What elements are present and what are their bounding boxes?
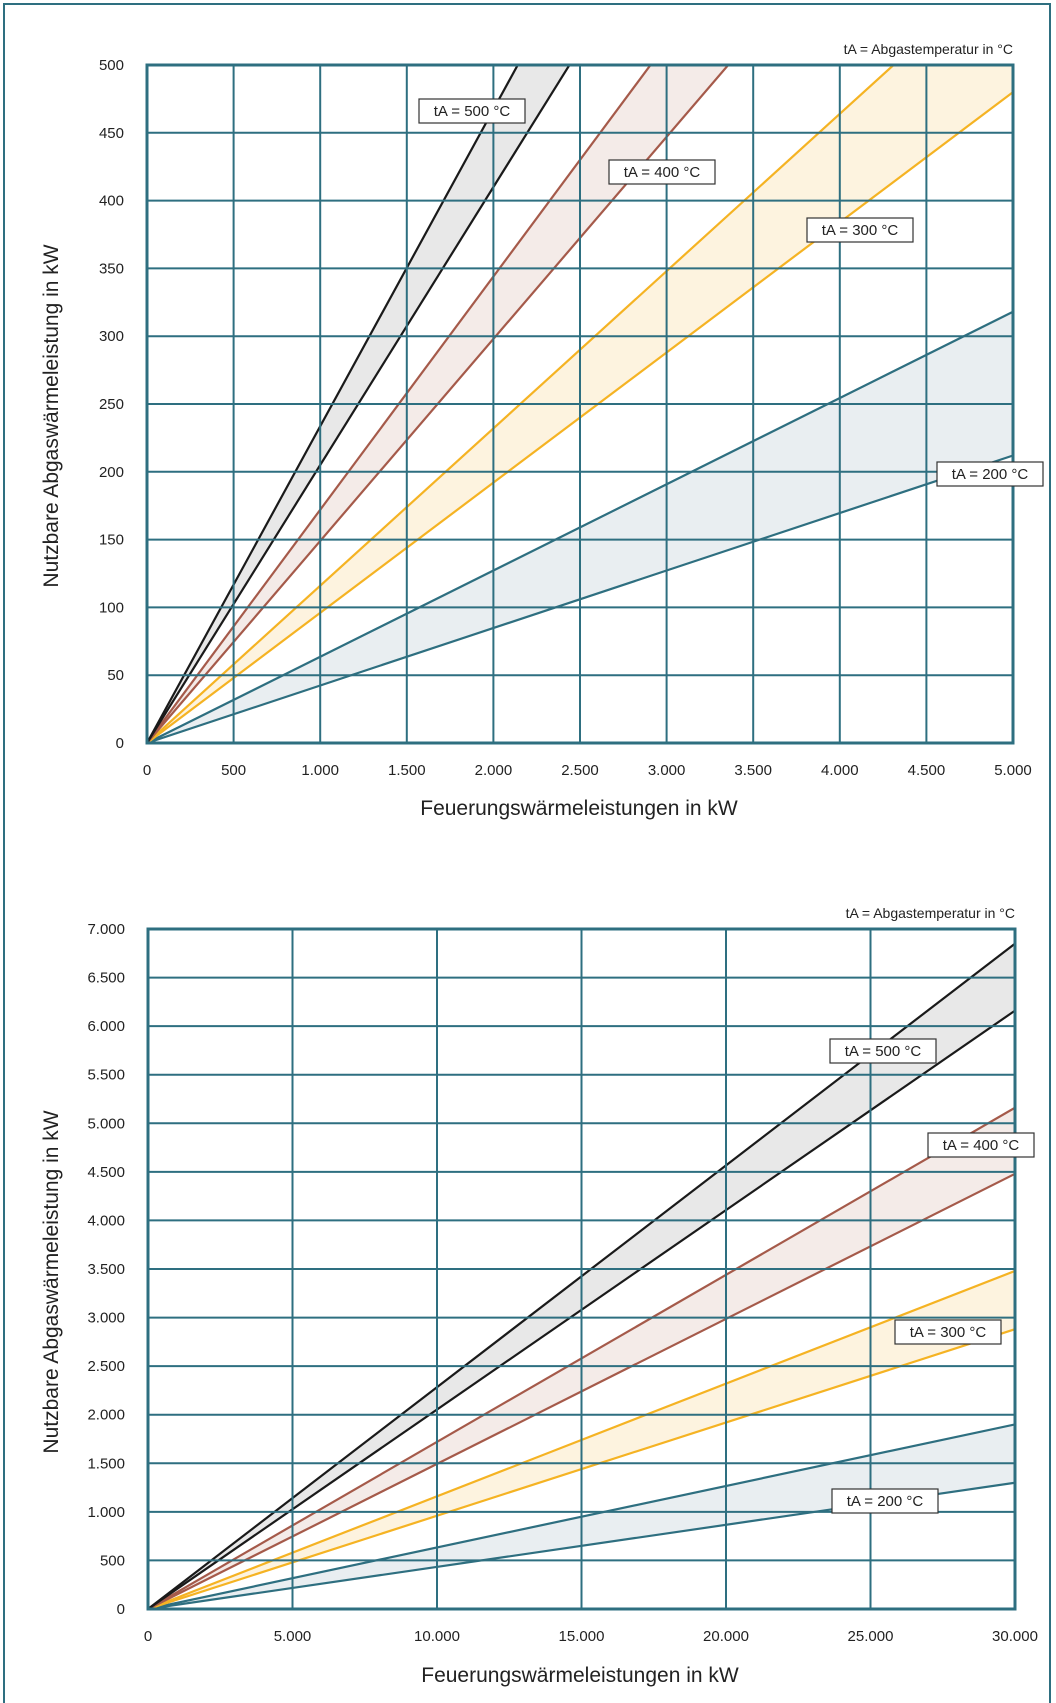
chart-bottom-ytick-label: 2.500 [87,1358,125,1375]
chart-bottom-ytick-label: 2.000 [87,1407,125,1424]
chart-bottom-ytick-label: 4.000 [87,1212,125,1229]
chart-bottom-ytick-label: 6.000 [87,1018,125,1035]
chart-top-ytick-label: 450 [99,125,124,142]
chart-top-series-label-box [608,159,716,185]
chart-top-xtick-label: 0 [143,762,151,779]
chart-top-series-label-1: tA = 300 °C [806,217,914,243]
chart-bottom-xtick-label: 15.000 [559,1628,605,1645]
chart-bottom-plot-area [146,927,1017,1611]
figure-frame [3,3,1051,1703]
chart-bottom: tA = Abgastemperatur in °C Feuerungswärm… [40,905,1038,1687]
chart-top-ytick-label: 100 [99,599,124,616]
chart-bottom-series-label-text: tA = 200 °C [847,1493,924,1510]
chart-top-series-label-box [418,98,526,124]
chart-top-series-label-text: tA = 200 °C [952,466,1029,483]
chart-top-xtick-label: 1.500 [388,762,426,779]
chart-top-series-label-box [806,217,914,243]
chart-top-ytick-label: 500 [99,57,124,74]
chart-bottom-ytick-label: 1.000 [87,1504,125,1521]
chart-bottom-series-label-text: tA = 500 °C [845,1043,922,1060]
chart-bottom-ytick-label: 1.500 [87,1455,125,1472]
chart-top-ytick-label: 400 [99,193,124,210]
chart-top-series-label-text: tA = 300 °C [822,222,899,239]
chart-bottom-ytick-label: 4.500 [87,1164,125,1181]
chart-bottom-ytick-label: 3.000 [87,1310,125,1327]
chart-top-plot-border [145,63,1015,745]
chart-bottom-ytick-label: 5.000 [87,1115,125,1132]
chart-top-xtick-label: 1.000 [301,762,339,779]
chart-bottom-xtick-label: 10.000 [414,1628,460,1645]
chart-bottom-series-label-text: tA = 400 °C [943,1137,1020,1154]
chart-top-grid [147,65,1013,743]
chart-bottom-series-label-1: tA = 300 °C [894,1319,1002,1345]
chart-bottom-ytick-label: 7.000 [87,921,125,938]
chart-top-series-label-text: tA = 500 °C [434,103,511,120]
chart-top-xtick-label: 500 [221,762,246,779]
chart-top-ytick-label: 350 [99,260,124,277]
chart-bottom-series-label-text: tA = 300 °C [910,1324,987,1341]
chart-top-line-upper-3 [147,65,519,743]
chart-top-ytick-label: 150 [99,532,124,549]
chart-top-xtick-label: 3.000 [648,762,686,779]
chart-bottom-xlabel: Feuerungswärmeleistungen in kW [421,1664,739,1687]
chart-top-ytick-label: 0 [116,735,124,752]
chart-top-ytick-label: 50 [107,667,124,684]
chart-bottom-xtick-label: 25.000 [848,1628,894,1645]
chart-bottom-series-label-box [829,1038,937,1064]
chart-top-line-lower-3 [147,65,571,743]
chart-top-xtick-label: 5.000 [994,762,1032,779]
chart-bottom-plot-border [146,927,1017,1611]
chart-bottom-xtick-label: 30.000 [992,1628,1038,1645]
chart-bottom-series-label-3: tA = 500 °C [829,1038,937,1064]
chart-bottom-xtick-label: 5.000 [274,1628,312,1645]
chart-top-xtick-label: 2.000 [475,762,513,779]
chart-top-series-label-0: tA = 200 °C [936,461,1044,487]
chart-top-xtick-label: 4.000 [821,762,859,779]
chart-bottom-series-label-0: tA = 200 °C [831,1488,939,1514]
chart-bottom-xtick-label: 0 [144,1628,152,1645]
chart-top-series-label-2: tA = 400 °C [608,159,716,185]
chart-bottom-series-label-box [927,1132,1035,1158]
chart-top-ytick-label: 300 [99,328,124,345]
chart-top-xlabel: Feuerungswärmeleistungen in kW [420,797,738,820]
chart-top-series-label-box [936,461,1044,487]
chart-bottom-grid [148,929,1015,1609]
chart-top-plot-area [145,63,1015,745]
chart-top: tA = Abgastemperatur in °C Feuerungswärm… [40,41,1044,820]
chart-top-series-label-text: tA = 400 °C [624,164,701,181]
chart-bottom-note: tA = Abgastemperatur in °C [846,905,1015,921]
chart-top-ytick-label: 250 [99,396,124,413]
chart-bottom-xtick-label: 20.000 [703,1628,749,1645]
chart-top-xtick-label: 2.500 [561,762,599,779]
chart-top-series-label-3: tA = 500 °C [418,98,526,124]
chart-bottom-ytick-label: 5.500 [87,1067,125,1084]
chart-bottom-ytick-label: 6.500 [87,970,125,987]
chart-bottom-ylabel: Nutzbare Abgaswärmeleistung in kW [40,1110,63,1453]
chart-bottom-series-label-box [831,1488,939,1514]
chart-top-ylabel: Nutzbare Abgaswärmeleistung in kW [40,244,63,587]
chart-bottom-ytick-label: 0 [117,1601,125,1618]
chart-bottom-series-label-box [894,1319,1002,1345]
chart-bottom-series-label-2: tA = 400 °C [927,1132,1035,1158]
chart-top-ytick-label: 200 [99,464,124,481]
chart-bottom-ytick-label: 3.500 [87,1261,125,1278]
chart-top-note: tA = Abgastemperatur in °C [844,41,1013,57]
chart-bottom-ytick-label: 500 [100,1552,125,1569]
chart-top-xtick-label: 4.500 [908,762,946,779]
chart-top-xtick-label: 3.500 [734,762,772,779]
